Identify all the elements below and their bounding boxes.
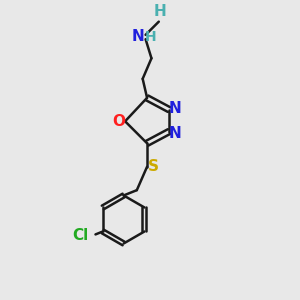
Text: O: O <box>113 114 126 129</box>
Text: H: H <box>145 30 156 44</box>
Text: N: N <box>169 125 182 140</box>
Text: N: N <box>131 29 144 44</box>
Text: S: S <box>148 159 159 174</box>
Text: N: N <box>169 100 182 116</box>
Text: H: H <box>154 4 167 19</box>
Text: Cl: Cl <box>72 228 88 243</box>
